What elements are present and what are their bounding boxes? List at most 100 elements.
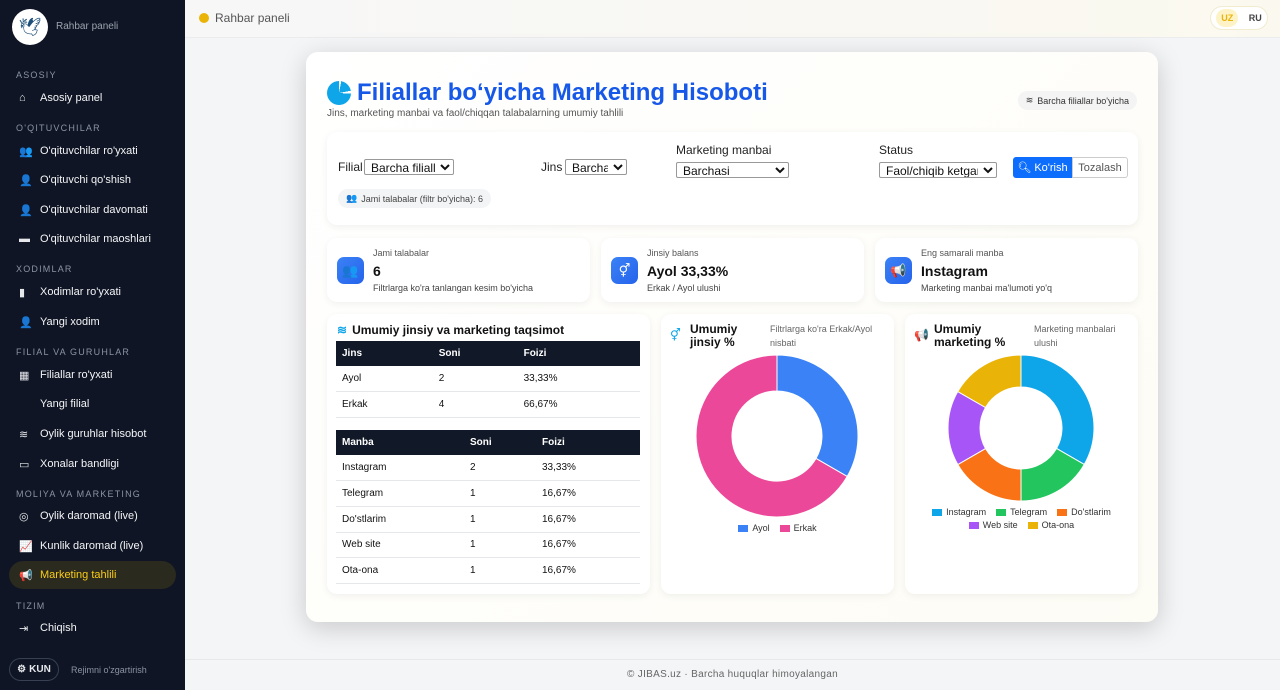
brand-label: Rahbar paneli — [56, 21, 119, 32]
legend-swatch — [779, 525, 790, 533]
clear-button[interactable]: Tozalash — [1072, 157, 1128, 178]
stat-sub: Marketing manbai ma'lumoti yo'q — [921, 283, 1052, 293]
lang-uz-button[interactable]: UZ — [1216, 9, 1239, 27]
legend-swatch — [932, 509, 943, 517]
legend-item[interactable]: Instagram — [932, 507, 986, 517]
stat-value: Ayol 33,33% — [647, 263, 729, 279]
legend-label: Instagram — [946, 507, 987, 517]
slice-ota-ona[interactable] — [957, 354, 1022, 409]
chart-legend: Instagram Telegram Do'stlarim Web site Ota-o… — [925, 507, 1118, 530]
building-icon: ▦ — [19, 369, 30, 382]
table-row: Ota-ona 1 16,67% — [336, 557, 640, 584]
filial-label: Filial — [338, 160, 363, 174]
coins-icon: ◎ — [19, 510, 29, 523]
section-label: ASOSIY — [16, 70, 57, 80]
sidebar-item-add-teacher[interactable]: 👤 O'qituvchi qo'shish — [9, 166, 176, 194]
search-button[interactable]: 🔍︎ Ko'rish — [1013, 157, 1072, 178]
sidebar-item-logout[interactable]: ⇥ Chiqish — [9, 614, 176, 642]
sidebar-item-staff-list[interactable]: ▮ Xodimlar ro'yxati — [9, 278, 176, 306]
table-row: Ayol 2 33,33% — [336, 366, 640, 393]
legend-label: Web site — [982, 520, 1018, 530]
legend-label: Erkak — [793, 523, 817, 533]
sidebar-item-groups-report[interactable]: ≋ Oylik guruhlar hisobot — [9, 420, 176, 448]
sidebar-item-new-branch[interactable]: Yangi filial — [9, 390, 176, 418]
user-check-icon: 👤 — [19, 204, 33, 217]
legend-swatch — [738, 525, 749, 533]
footer: © JIBAS.uz · Barcha huquqlar himoyalanga… — [185, 659, 1280, 690]
megaphone-icon: 📢 — [19, 569, 33, 582]
sidebar-item-label: Oylik guruhlar hisobot — [40, 428, 147, 440]
sidebar-item-new-staff[interactable]: 👤 Yangi xodim — [9, 308, 176, 336]
filial-select[interactable]: Barcha filiallar — [364, 159, 454, 175]
id-card-icon: ▮ — [19, 286, 26, 299]
source-table: Manba Soni Foizi Instagram 2 33,33% Telegram… — [336, 430, 640, 584]
legend-swatch — [996, 509, 1007, 517]
users-icon: 👥 — [337, 257, 364, 284]
page-title: Filiallar bo‘yicha Marketing Hisoboti — [357, 79, 768, 106]
stat-value: Instagram — [921, 263, 988, 279]
chalkboard-icon: ▭ — [19, 458, 30, 471]
jins-select[interactable]: Barchasi — [565, 159, 627, 175]
sidebar-item-asosiy-panel[interactable]: ⌂ Asosiy panel — [9, 84, 176, 112]
stat-sub: Filtrlarga ko'ra tanlangan kesim bo'yich… — [373, 283, 534, 293]
status-dot-icon — [199, 13, 209, 23]
legend-label: Ota-ona — [1041, 520, 1075, 530]
slice-ayol[interactable] — [776, 354, 859, 478]
stat-card-source: 📢 Eng samarali manba Instagram Marketing… — [875, 238, 1138, 302]
sidebar-item-salaries[interactable]: ▬ O'qituvchilar maoshlari — [9, 225, 176, 253]
gear-icon: ⚙ — [17, 664, 27, 675]
sidebar-item-attendance[interactable]: 👤 O'qituvchilar davomati — [9, 196, 176, 224]
lang-ru-button[interactable]: RU — [1248, 13, 1262, 23]
logout-icon: ⇥ — [19, 622, 29, 635]
logo-bird-icon[interactable]: 🕊 — [12, 9, 48, 45]
slice-instagram[interactable] — [1020, 354, 1095, 466]
stat-card-total: 👥 Jami talabalar 6 Filtrlarga ko'ra tanl… — [327, 238, 590, 302]
search-icon: 🔍︎ — [1017, 162, 1032, 174]
layers-icon: ≋ — [337, 323, 348, 337]
stat-label: Jinsiy balans — [647, 248, 699, 258]
sidebar-item-monthly-income[interactable]: ◎ Oylik daromad (live) — [9, 502, 176, 530]
gender-table: Jins Soni Foizi Ayol 2 33,33% Erkak 4 66,67% — [336, 341, 640, 418]
table-card-title: Umumiy jinsiy va marketing taqsimot — [352, 323, 565, 337]
sidebar-item-teachers-list[interactable]: 👥 O'qituvchilar ro'yxati — [9, 137, 176, 165]
chart-legend: Ayol Erkak — [661, 523, 894, 533]
legend-item[interactable]: Ayol — [738, 523, 770, 533]
sidebar-item-label: Yangi xodim — [40, 316, 100, 328]
sidebar-item-rooms[interactable]: ▭ Xonalar bandligi — [9, 450, 176, 478]
legend-swatch — [1057, 509, 1068, 517]
theme-toggle-button[interactable]: ⚙ KUN — [9, 658, 59, 681]
venus-mars-icon: ⚥ — [611, 257, 638, 284]
theme-mode-label: Rejimni o'zgartirish — [71, 665, 147, 675]
legend-item[interactable]: Web site — [968, 520, 1018, 530]
table-row: Instagram 2 33,33% — [336, 455, 640, 482]
distribution-table-card: ≋ Umumiy jinsiy va marketing taqsimot Jin… — [327, 314, 650, 594]
stat-label: Eng samarali manba — [921, 248, 1004, 258]
sidebar-item-branches[interactable]: ▦ Filiallar ro'yxati — [9, 361, 176, 389]
sidebar: 🕊 Rahbar paneli ASOSIY ⌂ Asosiy panel O'Q… — [0, 0, 185, 690]
status-label: Status — [879, 143, 914, 157]
legend-item[interactable]: Telegram — [996, 507, 1047, 517]
jins-label: Jins — [541, 160, 563, 174]
slice-erkak[interactable] — [695, 354, 848, 518]
sidebar-item-label: O'qituvchilar davomati — [40, 204, 148, 216]
manba-select[interactable]: Barchasi — [676, 162, 789, 178]
wallet-icon: ▬ — [19, 233, 30, 245]
legend-item[interactable]: Erkak — [779, 523, 817, 533]
legend-item[interactable]: Ota-ona — [1027, 520, 1075, 530]
marketing-donut-chart — [947, 354, 1095, 502]
legend-item[interactable]: Do'stlarim — [1057, 507, 1111, 517]
sidebar-item-daily-income[interactable]: 📈 Kunlik daromad (live) — [9, 532, 176, 560]
layers-icon: ≋ — [19, 428, 29, 441]
legend-swatch — [1027, 522, 1038, 530]
manba-label: Marketing manbai — [676, 143, 772, 157]
sidebar-item-marketing[interactable]: 📢 Marketing tahlili — [9, 561, 176, 589]
layers-icon: ≋ — [1025, 95, 1034, 105]
home-icon: ⌂ — [19, 92, 26, 104]
gender-donut-chart — [695, 354, 859, 518]
users-icon: 👥 — [19, 145, 33, 158]
megaphone-icon: 📢 — [885, 257, 912, 284]
section-label: FILIAL VA GURUHLAR — [16, 347, 131, 357]
status-select[interactable]: Faol/chiqib ketgan — [879, 162, 997, 178]
topbar: Rahbar paneli UZ RU — [185, 0, 1280, 38]
stat-sub: Erkak / Ayol ulushi — [647, 283, 721, 293]
